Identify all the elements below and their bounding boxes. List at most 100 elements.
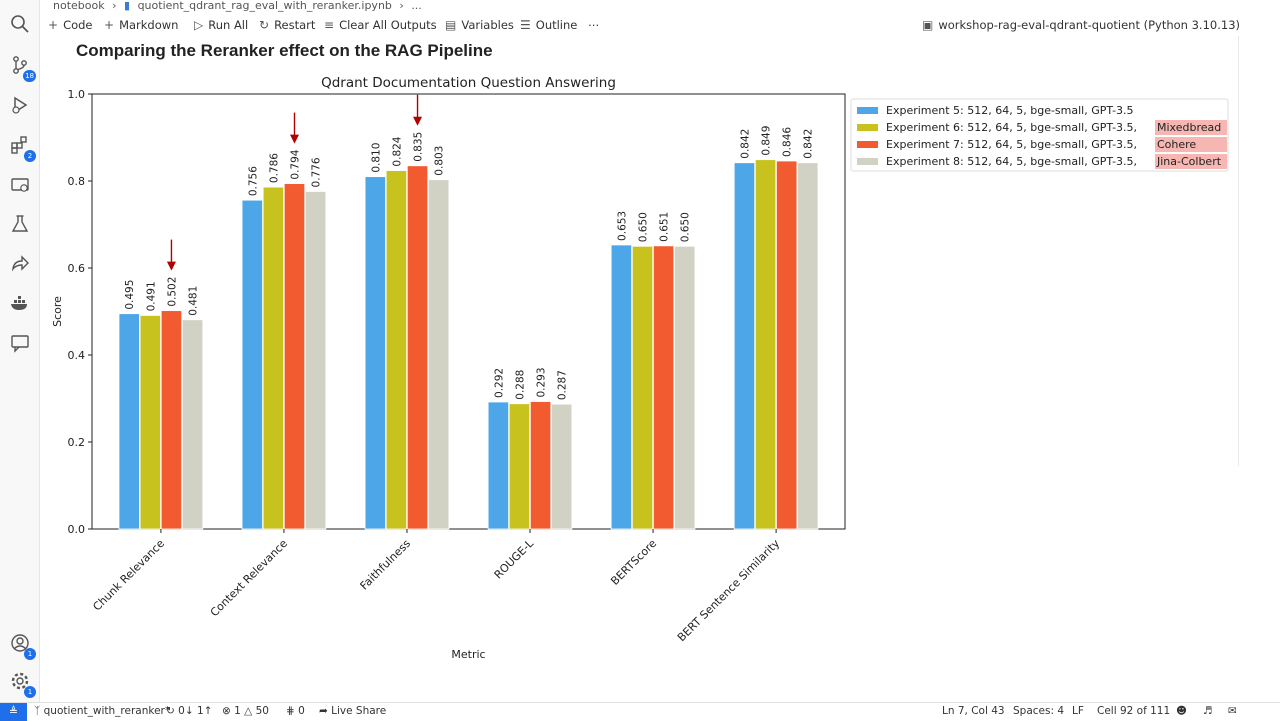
cursor-position[interactable]: Ln 7, Col 43: [942, 705, 1005, 717]
bar-value-label: 0.756: [247, 166, 259, 196]
accounts-icon[interactable]: 1: [8, 633, 36, 660]
legend-entry: Experiment 5: 512, 64, 5, bge-small, GPT…: [886, 104, 1134, 117]
legend-entry: Experiment 7: 512, 64, 5, bge-small, GPT…: [886, 138, 1137, 151]
legend-swatch: [857, 124, 878, 131]
remote-indicator-icon[interactable]: ≜: [0, 703, 27, 721]
add-code-cell-button[interactable]: + Code: [48, 18, 93, 32]
bar: [733, 162, 756, 530]
legend-highlight: [1155, 120, 1227, 135]
copilot-icon[interactable]: ☻: [1176, 705, 1187, 717]
remote-explorer-icon[interactable]: [8, 175, 32, 199]
testing-flask-icon[interactable]: [8, 214, 32, 238]
y-tick-label: 0.8: [68, 175, 86, 188]
search-icon[interactable]: [8, 14, 32, 38]
y-tick-label: 0.2: [68, 436, 86, 449]
bar-value-label: 0.481: [188, 286, 200, 316]
legend-swatch: [857, 158, 878, 165]
ports-indicator[interactable]: ⋕ 0: [286, 705, 305, 717]
bar-value-label: 0.810: [370, 143, 382, 173]
problems-indicator[interactable]: ⊗ 1 △ 50: [222, 705, 269, 717]
restart-icon: ↻: [259, 18, 270, 32]
bar: [118, 313, 140, 530]
extensions-badge: 2: [24, 150, 36, 162]
settings-gear-icon[interactable]: 1: [8, 671, 36, 698]
notebook-toolbar: + Code + Markdown ▷ Run All ↻ Restart ≡ Clear…: [40, 14, 1280, 36]
legend-highlight: [1155, 154, 1227, 169]
markdown-heading: Comparing the Reranker effect on the RAG…: [76, 41, 493, 60]
bar-value-label: 0.491: [145, 281, 157, 311]
legend-entry: Experiment 6: 512, 64, 5, bge-small, GPT…: [886, 121, 1137, 134]
variables-button[interactable]: ▤ Variables: [445, 18, 514, 32]
plus-icon: +: [104, 18, 115, 32]
cell-indicator[interactable]: Cell 92 of 111: [1097, 705, 1171, 717]
bar: [652, 245, 675, 530]
comments-icon[interactable]: [8, 333, 32, 357]
bar-value-label: 0.824: [391, 136, 403, 166]
plot-area: [91, 93, 846, 530]
more-actions-button[interactable]: ⋯: [588, 18, 600, 32]
bar: [241, 199, 263, 530]
legend-swatch: [857, 107, 878, 114]
bar-value-label: 0.842: [739, 129, 751, 159]
y-axis-label: Score: [51, 296, 64, 327]
bar: [508, 403, 531, 530]
bar: [487, 401, 510, 530]
y-tick-label: 0.4: [68, 349, 86, 362]
bar: [364, 176, 386, 530]
y-tick-label: 1.0: [68, 88, 86, 101]
bar: [797, 162, 819, 530]
bar-value-label: 0.849: [761, 126, 773, 156]
activity-bar: 18 2 1 1: [0, 0, 40, 702]
bar-value-label: 0.495: [124, 280, 136, 310]
legend-swatch: [857, 141, 878, 148]
breadcrumb-separator-icon: ›: [112, 0, 117, 12]
run-debug-icon[interactable]: [8, 95, 32, 119]
source-control-icon[interactable]: 18: [8, 55, 36, 82]
chart-title: Qdrant Documentation Question Answering: [321, 75, 616, 91]
bar: [181, 319, 204, 530]
bar: [262, 186, 285, 530]
bar-value-label: 0.650: [680, 212, 692, 242]
add-markdown-cell-button[interactable]: + Markdown: [104, 18, 179, 32]
editor-ruler: [1238, 36, 1239, 466]
bar: [304, 191, 327, 530]
live-share-icon[interactable]: [8, 254, 32, 278]
bar: [139, 315, 162, 530]
breadcrumb-file[interactable]: quotient_qdrant_rag_eval_with_reranker.i…: [137, 0, 392, 12]
x-tick-label: Chunk Relevance: [90, 537, 167, 614]
annotation-arrow-head: [166, 261, 176, 271]
run-all-button[interactable]: ▷ Run All: [194, 18, 249, 32]
extensions-icon[interactable]: 2: [8, 135, 36, 162]
clear-all-outputs-button[interactable]: ≡ Clear All Outputs: [324, 18, 437, 32]
bar-value-label: 0.502: [166, 277, 178, 307]
bar: [551, 403, 573, 530]
git-branch[interactable]: ᛉ quotient_with_reranker*: [34, 705, 171, 717]
live-share-status-icon: ➦: [319, 705, 332, 717]
bar-value-label: 0.287: [557, 370, 569, 400]
docker-icon[interactable]: [8, 294, 32, 318]
breadcrumb-more[interactable]: ...: [411, 0, 422, 12]
annotation-arrow-head: [289, 134, 299, 144]
kernel-picker[interactable]: ▣ workshop-rag-eval-qdrant-quotient (Pyth…: [922, 18, 1240, 32]
x-tick-label: Faithfulness: [358, 537, 414, 593]
bar: [529, 401, 552, 530]
warning-icon: △: [240, 705, 256, 717]
bar: [160, 310, 183, 530]
breadcrumb-folder[interactable]: notebook: [53, 0, 105, 12]
notifications-bell-icon[interactable]: ♬: [1203, 705, 1213, 717]
indentation[interactable]: Spaces: 4: [1013, 705, 1065, 717]
outline-button[interactable]: ☰ Outline: [520, 18, 578, 32]
legend-highlight-label: Mixedbread: [1157, 121, 1221, 134]
live-share-status[interactable]: ➦ Live Share: [319, 705, 387, 717]
feedback-icon[interactable]: ✉: [1228, 705, 1237, 717]
bar: [610, 244, 633, 530]
bar-value-label: 0.776: [311, 157, 323, 187]
source-control-badge: 18: [23, 70, 36, 82]
plus-icon: +: [48, 18, 59, 32]
bar: [283, 183, 306, 530]
restart-button[interactable]: ↻ Restart: [259, 18, 316, 32]
git-sync[interactable]: ↻ 0↓ 1↑: [166, 705, 213, 717]
end-of-line[interactable]: LF: [1072, 705, 1084, 717]
bar-value-label: 0.846: [782, 127, 794, 157]
